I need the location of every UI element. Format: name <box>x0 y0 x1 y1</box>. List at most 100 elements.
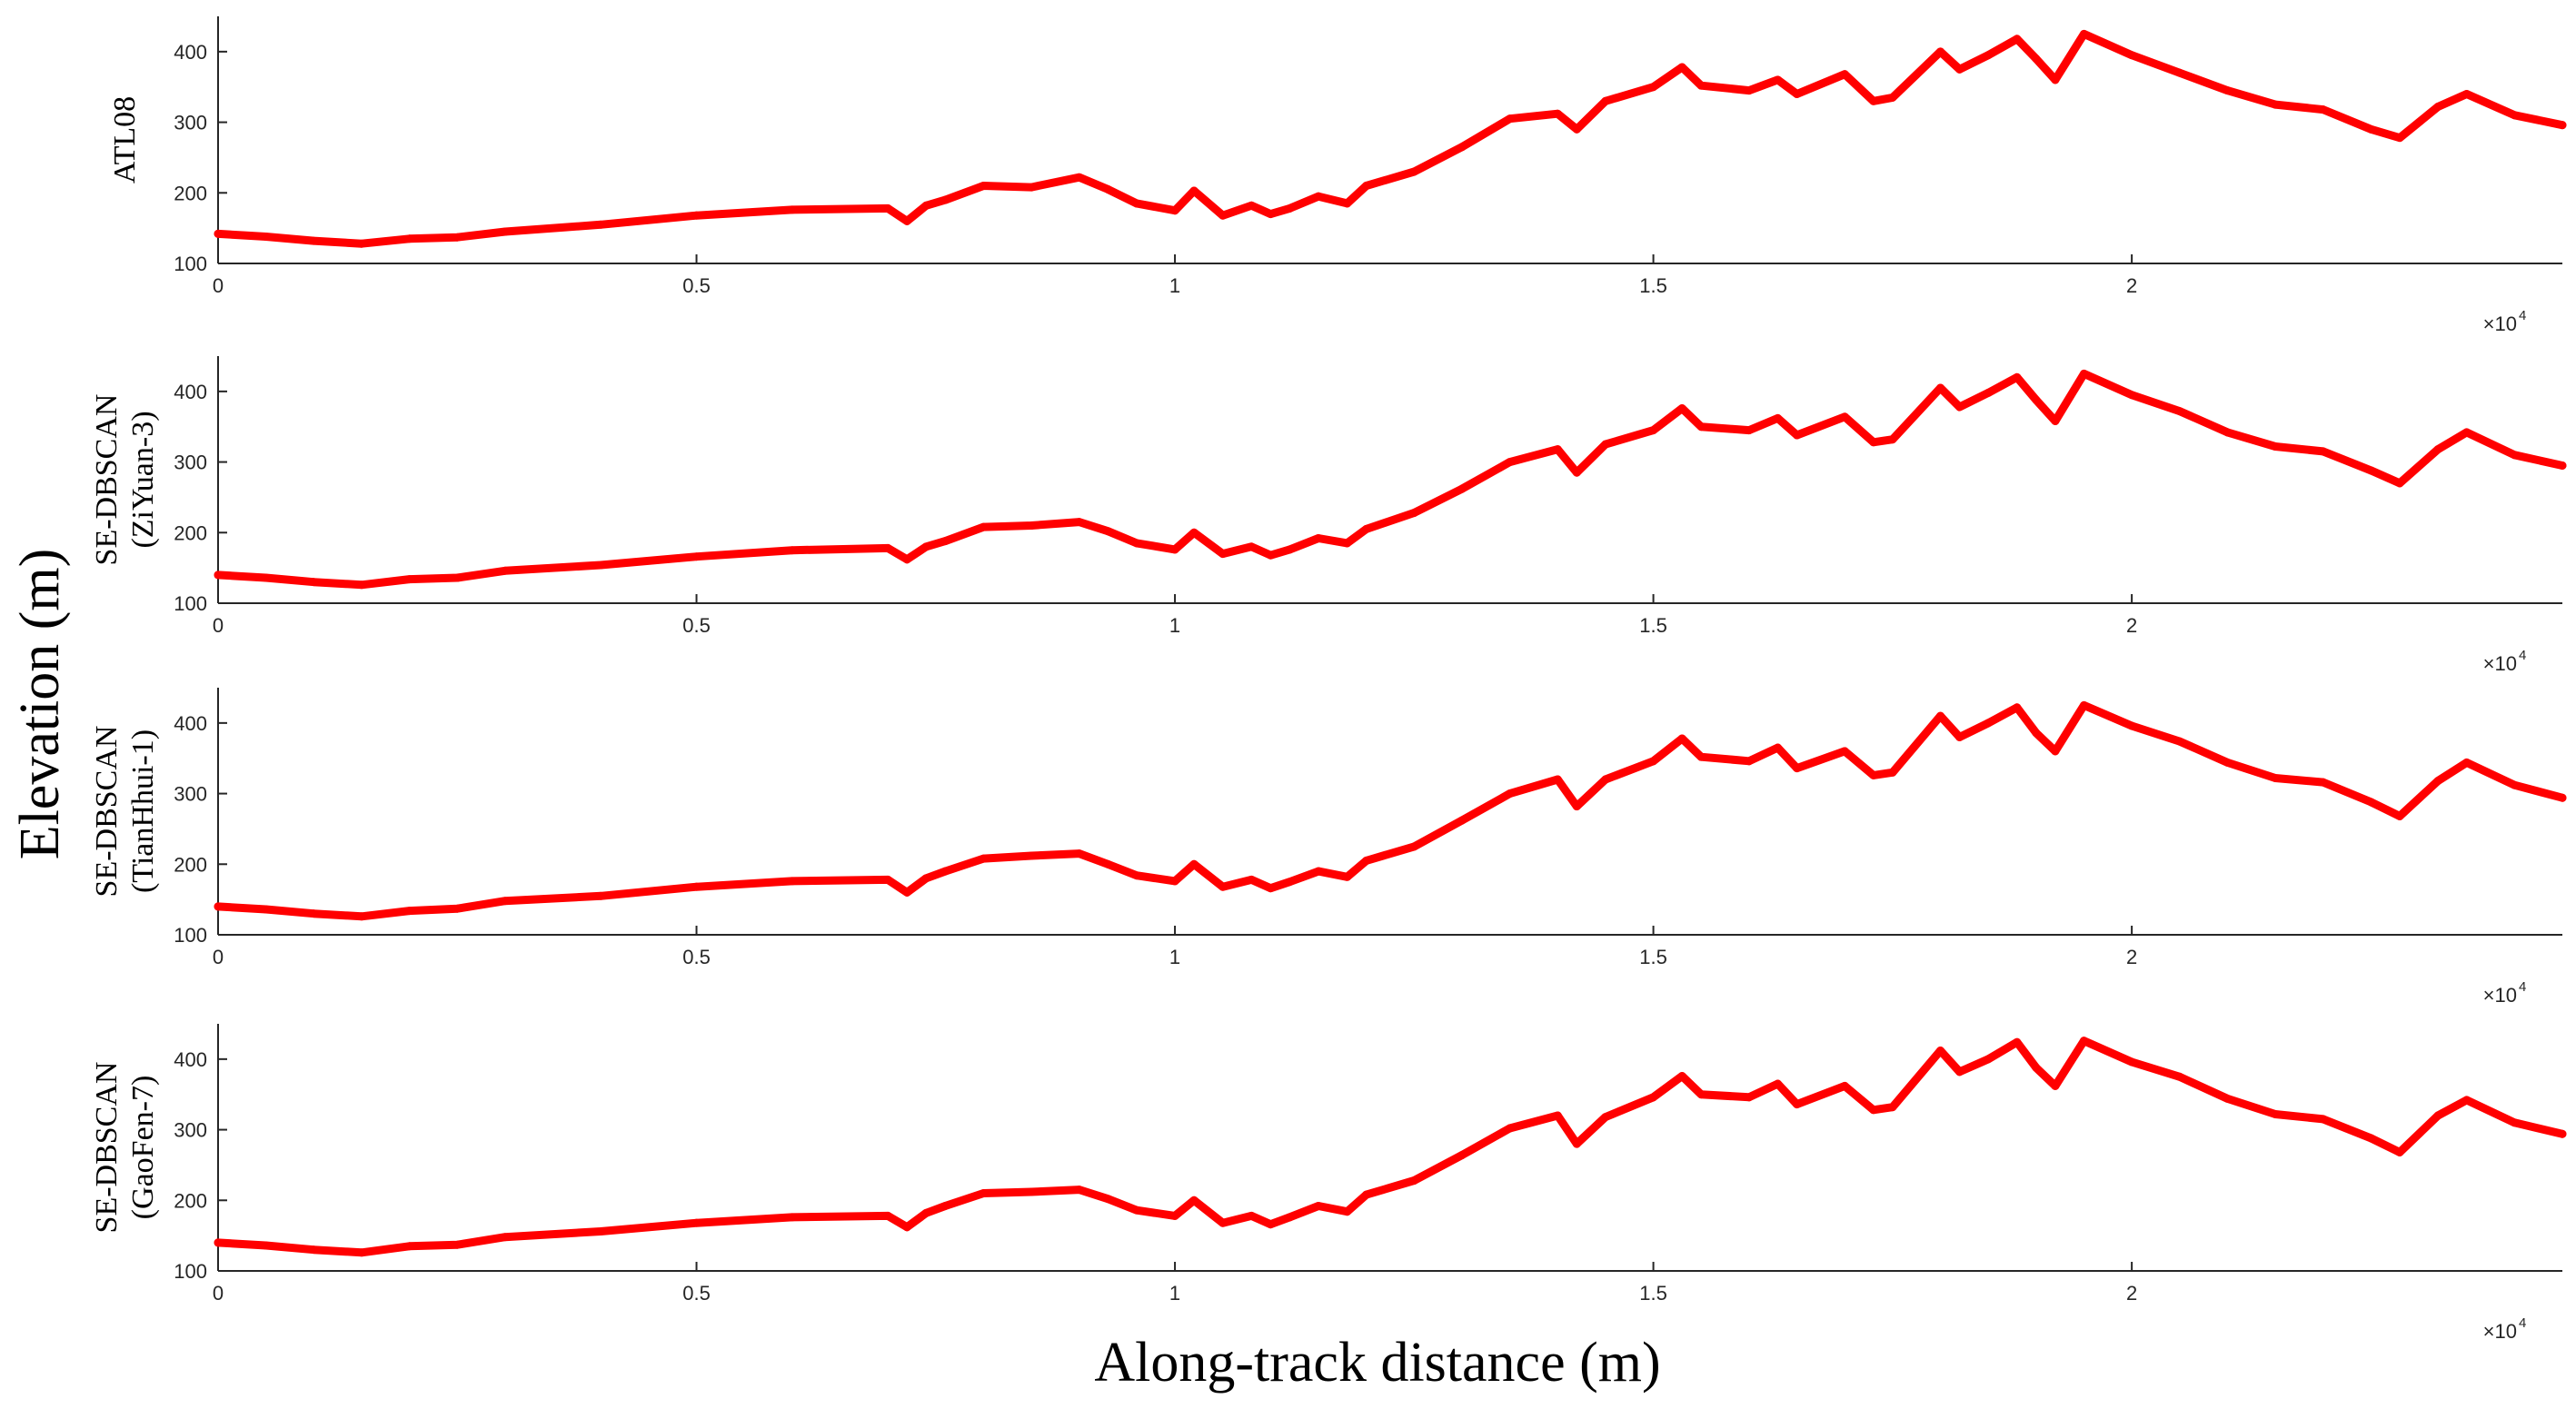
data-point <box>1840 70 1849 79</box>
data-point <box>2032 1063 2041 1072</box>
data-point <box>2366 466 2375 475</box>
data-point <box>2558 1129 2567 1138</box>
data-point <box>2271 442 2280 451</box>
x-tick-label: 2 <box>2126 946 2137 968</box>
data-point <box>2051 747 2060 756</box>
data-point <box>1457 484 1467 493</box>
data-point <box>2223 1094 2232 1103</box>
data-point <box>1572 468 1581 477</box>
data-point <box>921 542 930 551</box>
x-tick-label: 0 <box>213 274 224 297</box>
data-point <box>1984 1055 1993 1064</box>
data-point <box>1745 86 1754 95</box>
data-point <box>1793 764 1802 773</box>
data-point <box>2175 68 2184 77</box>
y-tick-label: 100 <box>174 924 207 947</box>
data-point <box>1601 775 1610 784</box>
data-point <box>596 561 605 570</box>
data-point <box>940 537 950 546</box>
data-point <box>262 573 271 582</box>
data-point <box>262 232 271 241</box>
data-point <box>309 909 318 918</box>
data-point <box>2051 1081 2060 1090</box>
data-point <box>1773 75 1782 84</box>
data-point <box>2433 1111 2442 1120</box>
data-point <box>2510 780 2519 789</box>
data-point <box>2013 1037 2022 1047</box>
x-exponent-power: 4 <box>2519 1315 2526 1331</box>
x-tick-label: 1.5 <box>1639 946 1667 968</box>
data-point <box>902 216 911 225</box>
data-point <box>1285 545 1294 554</box>
x-exponent-label: ×10 <box>2483 984 2517 1007</box>
data-point <box>1247 1211 1256 1220</box>
data-point <box>309 1245 318 1255</box>
data-point <box>1677 734 1686 743</box>
data-point <box>1745 1093 1754 1102</box>
data-point <box>2395 1147 2404 1156</box>
data-point <box>1936 47 1945 56</box>
data-point <box>1409 167 1418 176</box>
data-point <box>1362 524 1371 533</box>
data-point <box>2510 111 2519 120</box>
x-tick-label: 1 <box>1169 946 1180 968</box>
data-point <box>2510 451 2519 460</box>
data-point <box>1572 1139 1581 1148</box>
data-point <box>788 205 797 214</box>
data-point <box>1266 551 1275 560</box>
data-point <box>1888 93 1897 102</box>
x-exponent-label: ×10 <box>2483 313 2517 335</box>
data-point <box>883 1211 892 1220</box>
data-point <box>1984 388 1993 397</box>
x-tick-label: 0.5 <box>682 274 711 297</box>
panel-label: SE-DBSCAN <box>90 1062 124 1234</box>
data-point <box>1888 1103 1897 1112</box>
data-point <box>692 1218 701 1227</box>
data-point <box>1189 186 1198 195</box>
data-point <box>1075 173 1084 182</box>
data-point <box>2271 1109 2280 1118</box>
data-point <box>979 1189 988 1198</box>
data-point <box>2271 100 2280 109</box>
data-point <box>1869 770 1878 779</box>
data-point <box>2032 729 2041 738</box>
data-point <box>1314 192 1323 201</box>
data-point <box>1285 878 1294 887</box>
data-point <box>1218 1218 1228 1227</box>
data-point <box>357 239 366 248</box>
x-exponent-power: 4 <box>2519 308 2526 323</box>
panel-label: SE-DBSCAN <box>90 394 124 566</box>
data-point <box>2175 407 2184 416</box>
data-point <box>1793 431 1802 440</box>
data-point <box>596 1226 605 1235</box>
data-point <box>1553 109 1562 118</box>
data-point <box>2433 777 2442 786</box>
x-tick-label: 0.5 <box>682 1282 711 1305</box>
data-point <box>1649 1093 1658 1102</box>
data-point <box>2223 758 2232 767</box>
data-point <box>883 543 892 552</box>
x-tick-label: 2 <box>2126 614 2137 637</box>
data-point <box>357 580 366 590</box>
data-point <box>1247 875 1256 884</box>
data-point <box>309 236 318 245</box>
y-tick-label: 400 <box>174 41 207 64</box>
data-point <box>1218 882 1228 891</box>
data-point <box>1572 124 1581 134</box>
panel-label: SE-DBSCAN <box>90 726 124 898</box>
data-point <box>2395 479 2404 488</box>
data-point <box>1409 1176 1418 1186</box>
data-point <box>2462 89 2472 98</box>
data-point <box>1218 550 1228 559</box>
data-point <box>2127 391 2136 400</box>
elevation-trace <box>214 700 2567 921</box>
x-tick-label: 1 <box>1169 1282 1180 1305</box>
data-point <box>979 182 988 191</box>
data-point <box>1840 1081 1849 1090</box>
x-tick-label: 0.5 <box>682 614 711 637</box>
data-point <box>1343 539 1352 548</box>
data-point <box>1189 528 1198 537</box>
data-point <box>1677 63 1686 72</box>
data-point <box>2319 778 2328 787</box>
data-point <box>1170 1211 1179 1220</box>
